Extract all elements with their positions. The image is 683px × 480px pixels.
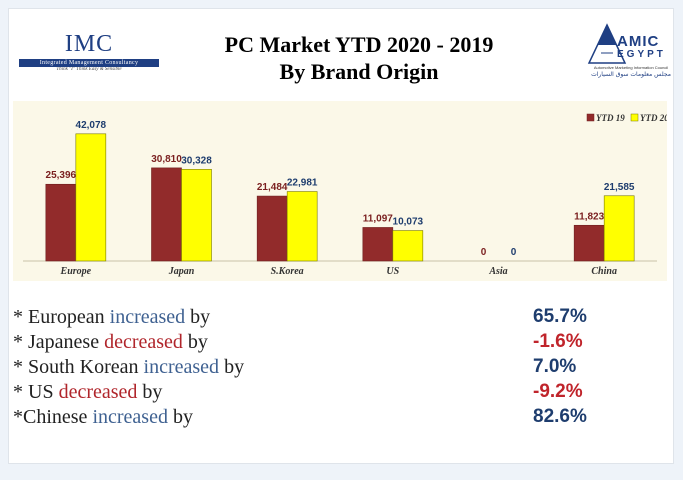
amic-logo-subtitle: Automotive Marketing Information Council — [593, 65, 669, 70]
legend-swatch — [586, 113, 595, 122]
stat-row-skorea: * South Korean increased by 7.0% — [13, 355, 613, 380]
stat-label: * Japanese decreased by — [13, 331, 208, 353]
bar-ytd19-japan — [151, 167, 182, 262]
data-label: 11,823 — [574, 211, 604, 222]
bar-ytd19-us — [362, 227, 394, 262]
stat-row-us: * US decreased by -9.2% — [13, 380, 613, 405]
bar-ytd19-skorea — [256, 195, 288, 262]
chart-area: 25,396 42,078 Europe 30,810 30,328 Japan 21,48… — [13, 101, 669, 281]
data-label: 42,078 — [76, 120, 107, 131]
data-label: 11,097 — [363, 213, 393, 224]
stat-label: * European increased by — [13, 306, 211, 328]
slide: IMC Integrated Management Consultancy Th… — [8, 8, 674, 464]
bar-ytd19-europe — [45, 183, 77, 262]
amic-logo-country: EGYPT — [617, 49, 666, 60]
legend-label: YTD 20 — [640, 113, 667, 123]
stat-row-china: *Chinese increased by 82.6% — [13, 405, 613, 430]
bar-ytd20-japan — [181, 169, 212, 262]
legend-label: YTD 19 — [596, 113, 625, 123]
bar-ytd20-skorea — [286, 191, 318, 262]
imc-logo-tagline: Think "I" Think Easy & Sensible — [56, 67, 122, 72]
bar-ytd20-us — [392, 230, 424, 262]
data-label: 30,328 — [181, 155, 212, 166]
data-label: 0 — [511, 247, 517, 258]
stat-label: * South Korean increased by — [13, 356, 245, 378]
x-tick-label: China — [591, 266, 617, 277]
data-label: 0 — [481, 247, 487, 258]
amic-logo: AMIC EGYPT Automotive Marketing Informat… — [583, 23, 679, 83]
legend-swatch — [630, 113, 639, 122]
stat-row-japan: * Japanese decreased by -1.6% — [13, 330, 613, 355]
stat-value: -1.6% — [533, 331, 583, 352]
bar-ytd20-china — [603, 195, 635, 262]
amic-pyramid-icon — [587, 23, 627, 64]
stat-value: 7.0% — [533, 356, 577, 377]
stat-value: 65.7% — [533, 306, 587, 327]
stat-value: -9.2% — [533, 381, 583, 402]
bar-chart: 25,396 42,078 Europe 30,810 30,328 Japan 21,48… — [23, 113, 669, 277]
title-line-1: PC Market YTD 2020 - 2019 — [224, 32, 494, 57]
data-label: 25,396 — [46, 170, 77, 181]
bar-ytd19-china — [573, 224, 605, 262]
data-label: 21,585 — [604, 182, 635, 193]
stat-row-europe: * European increased by 65.7% — [13, 305, 613, 330]
x-tick-label: Japan — [168, 266, 195, 277]
imc-logo: IMC Integrated Management Consultancy Th… — [19, 31, 159, 72]
stat-label: *Chinese increased by — [13, 406, 193, 428]
x-tick-label: US — [386, 266, 399, 277]
x-tick-label: S.Korea — [271, 266, 304, 277]
data-label: 30,810 — [151, 154, 182, 165]
amic-logo-name: AMIC — [617, 33, 660, 50]
data-label: 21,484 — [257, 182, 288, 193]
data-label: 22,981 — [287, 178, 318, 189]
stat-label: * US decreased by — [13, 381, 163, 403]
amic-logo-arabic: مجلس معلومات سوق السيارات — [591, 71, 671, 78]
page-title: PC Market YTD 2020 - 2019 By Brand Origi… — [169, 31, 549, 85]
stats-list: * European increased by 65.7% * Japanese… — [13, 305, 613, 430]
bar-ytd20-europe — [75, 133, 107, 262]
title-line-2: By Brand Origin — [279, 59, 439, 84]
x-tick-label: Asia — [488, 266, 507, 277]
stat-value: 82.6% — [533, 406, 587, 427]
data-label: 10,073 — [393, 217, 424, 228]
imc-logo-subtitle: Integrated Management Consultancy — [19, 59, 159, 67]
imc-logo-name: IMC — [64, 31, 114, 57]
x-tick-label: Europe — [60, 266, 92, 277]
